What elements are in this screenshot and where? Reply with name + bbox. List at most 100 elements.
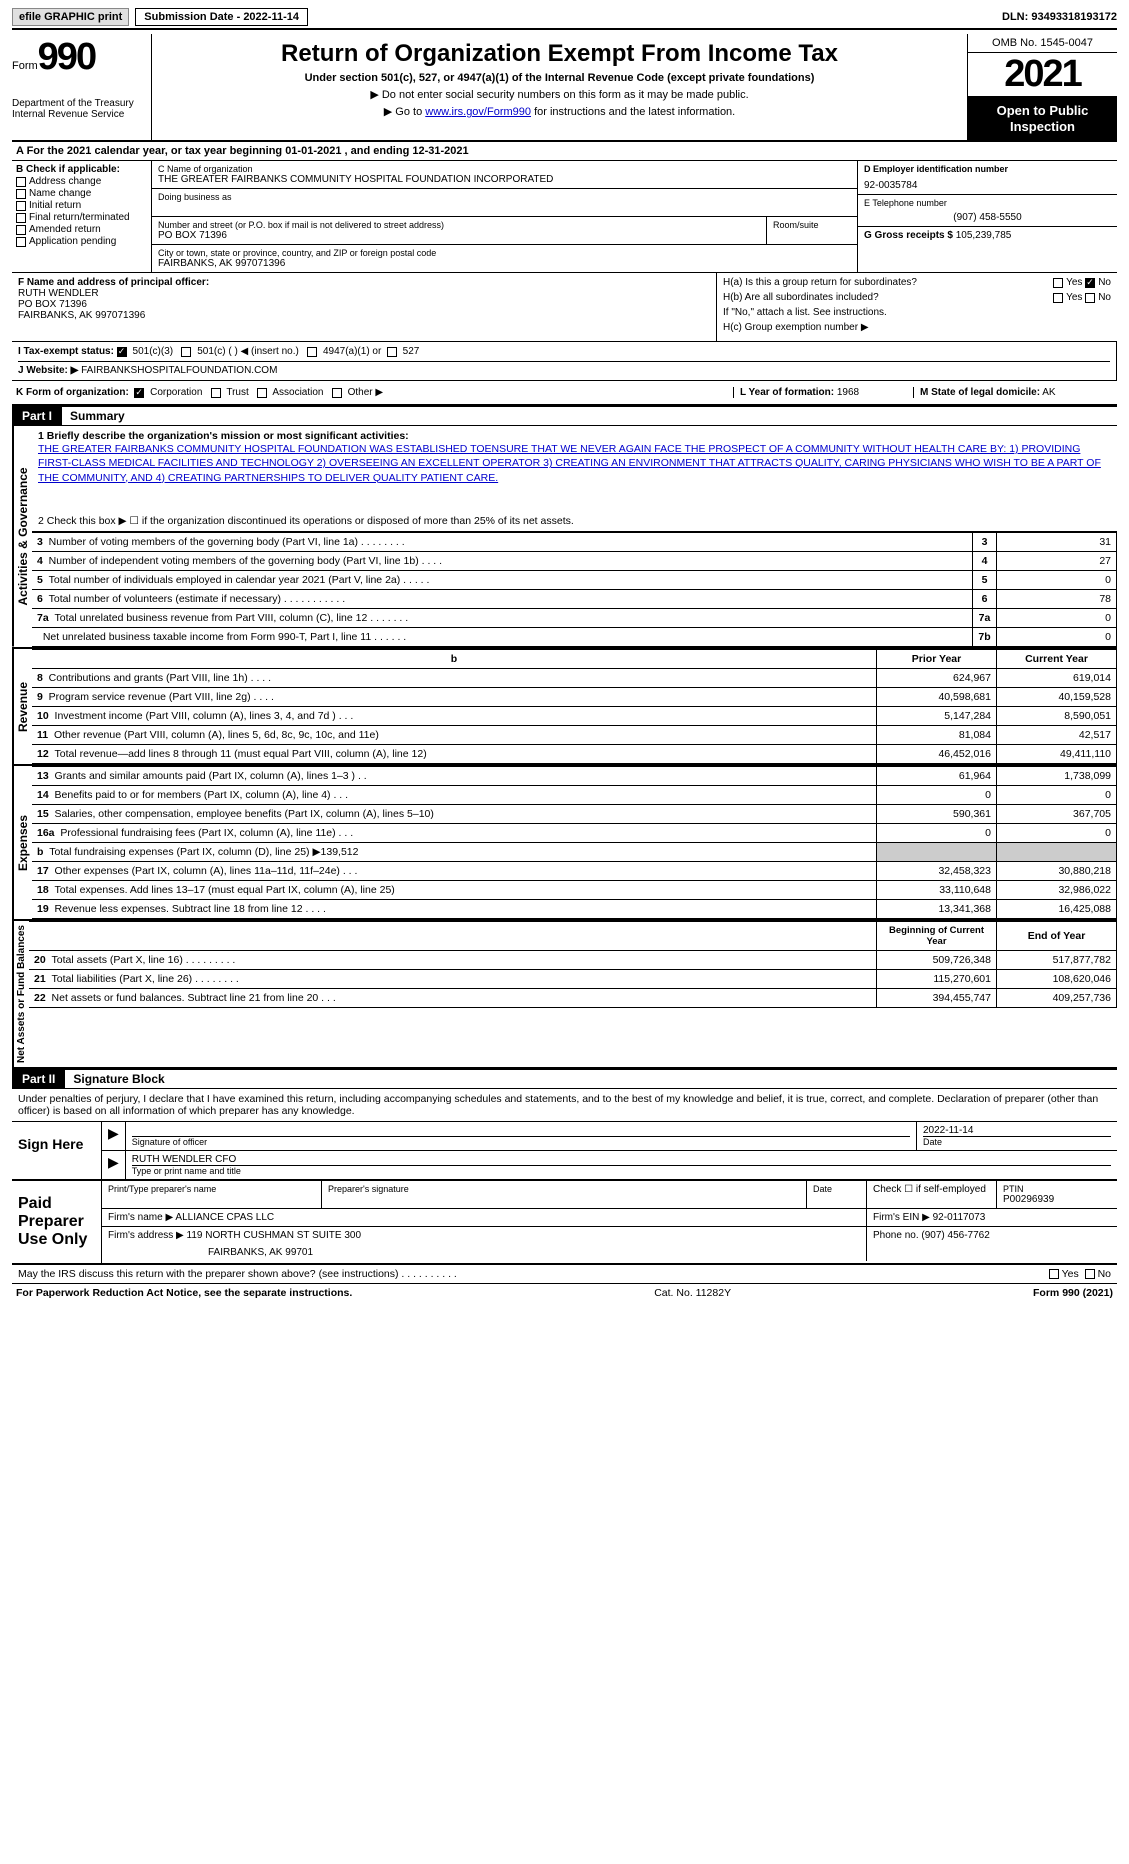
paperwork-notice: For Paperwork Reduction Act Notice, see … [16,1287,352,1299]
chk-other[interactable] [332,388,342,398]
box-b: B Check if applicable: Address change Na… [12,161,152,272]
chk-discuss-no[interactable] [1085,1269,1095,1279]
chk-ha-no[interactable] [1085,278,1095,288]
year-formation-value: 1968 [837,387,859,398]
firm-address-2: FAIRBANKS, AK 99701 [208,1247,860,1258]
revenue-section: Revenue bPrior YearCurrent Year8 Contrib… [12,649,1117,766]
city-value: FAIRBANKS, AK 997071396 [158,258,851,269]
vlabel-net-assets: Net Assets or Fund Balances [12,921,29,1067]
signature-intro: Under penalties of perjury, I declare th… [12,1089,1117,1122]
ein-label: D Employer identification number [864,164,1111,174]
officer-name: RUTH WENDLER [18,288,710,299]
vlabel-governance: Activities & Governance [12,426,32,647]
chk-application-pending[interactable] [16,237,26,247]
room-label: Room/suite [773,220,851,230]
firm-name-label: Firm's name ▶ [108,1212,173,1223]
activities-governance-section: Activities & Governance 1 Briefly descri… [12,426,1117,649]
state-domicile-value: AK [1042,387,1055,398]
chk-trust[interactable] [211,388,221,398]
form-word: Form [12,60,38,72]
form-note-ssn: ▶ Do not enter social security numbers o… [160,88,959,101]
chk-initial-return[interactable] [16,201,26,211]
gross-receipts-label: G Gross receipts $ [864,230,953,241]
year-formation-label: L Year of formation: [740,387,834,398]
topbar: efile GRAPHIC print Submission Date - 20… [12,8,1117,30]
state-domicile-label: M State of legal domicile: [920,387,1040,398]
revenue-table: bPrior YearCurrent Year8 Contributions a… [32,649,1117,764]
form-title: Return of Organization Exempt From Incom… [160,40,959,68]
form-number: 990 [38,36,95,78]
lbl-initial-return: Initial return [29,200,81,211]
officer-label: F Name and address of principal officer: [18,277,710,288]
chk-hb-yes[interactable] [1053,293,1063,303]
firm-name: ALLIANCE CPAS LLC [175,1212,274,1223]
chk-association[interactable] [257,388,267,398]
firm-phone: (907) 456-7762 [921,1230,989,1241]
part-ii-header: Part II Signature Block [12,1069,1117,1089]
signature-officer-label: Signature of officer [132,1136,910,1147]
note-post: for instructions and the latest informat… [531,106,735,118]
chk-final-return[interactable] [16,213,26,223]
irs-link[interactable]: www.irs.gov/Form990 [425,106,531,118]
paid-preparer-label: Paid Preparer Use Only [12,1181,102,1263]
no-label: No [1098,277,1111,288]
tax-status-label: I Tax-exempt status: [18,346,114,357]
street-label: Number and street (or P.O. box if mail i… [158,220,760,230]
chk-501c3[interactable] [117,347,127,357]
signature-date: 2022-11-14 [923,1125,1111,1136]
dba-label: Doing business as [158,192,851,202]
chk-address-change[interactable] [16,177,26,187]
h-b-note: If "No," attach a list. See instructions… [723,307,1111,318]
signer-name: RUTH WENDLER CFO [132,1154,1111,1165]
h-b-label: H(b) Are all subordinates included? [723,292,879,303]
opt-association: Association [272,387,323,398]
chk-4947[interactable] [307,347,317,357]
chk-hb-no[interactable] [1085,293,1095,303]
page-footer: For Paperwork Reduction Act Notice, see … [12,1284,1117,1302]
preparer-date-label: Date [813,1184,860,1194]
discuss-yes: Yes [1062,1268,1079,1280]
discuss-text: May the IRS discuss this return with the… [18,1268,457,1280]
catalog-number: Cat. No. 11282Y [352,1287,1033,1299]
chk-527[interactable] [387,347,397,357]
gross-receipts-value: 105,239,785 [956,230,1012,241]
form-org-label: K Form of organization: [16,387,129,398]
vlabel-expenses: Expenses [12,766,32,919]
ptin-label: PTIN [1003,1184,1111,1194]
lbl-name-change: Name change [29,188,91,199]
lbl-amended-return: Amended return [29,224,101,235]
net-assets-section: Net Assets or Fund Balances Beginning of… [12,921,1117,1069]
note-pre: ▶ Go to [384,106,425,118]
tax-year: 2021 [968,53,1117,97]
chk-amended-return[interactable] [16,225,26,235]
open-to-public: Open to Public Inspection [968,97,1117,140]
efile-print-button[interactable]: efile GRAPHIC print [12,8,129,26]
ein-value: 92-0035784 [864,180,1111,191]
yes-label-2: Yes [1066,292,1082,303]
website-value: FAIRBANKSHOSPITALFOUNDATION.COM [81,365,277,376]
arrow-icon: ▶ [102,1122,126,1150]
expenses-table: 13 Grants and similar amounts paid (Part… [32,766,1117,919]
chk-discuss-yes[interactable] [1049,1269,1059,1279]
chk-corporation[interactable] [134,388,144,398]
form-note-link: ▶ Go to www.irs.gov/Form990 for instruct… [160,105,959,118]
opt-527: 527 [403,346,420,357]
firm-address-1: 119 NORTH CUSHMAN ST SUITE 300 [187,1230,362,1241]
phone-value: (907) 458-5550 [864,212,1111,223]
chk-name-change[interactable] [16,189,26,199]
opt-corporation: Corporation [150,387,202,398]
mission-label: 1 Briefly describe the organization's mi… [38,430,1111,442]
chk-501c[interactable] [181,347,191,357]
city-label: City or town, state or province, country… [158,248,851,258]
box-b-header: B Check if applicable: [16,164,147,175]
part-i-title: Summary [62,407,133,425]
part-i-header: Part I Summary [12,406,1117,426]
h-a-label: H(a) Is this a group return for subordin… [723,277,917,288]
expenses-section: Expenses 13 Grants and similar amounts p… [12,766,1117,921]
signer-name-label: Type or print name and title [132,1165,1111,1176]
yes-label: Yes [1066,277,1082,288]
h-c-label: H(c) Group exemption number ▶ [723,322,1111,333]
chk-ha-yes[interactable] [1053,278,1063,288]
street-value: PO BOX 71396 [158,230,760,241]
opt-4947: 4947(a)(1) or [323,346,381,357]
